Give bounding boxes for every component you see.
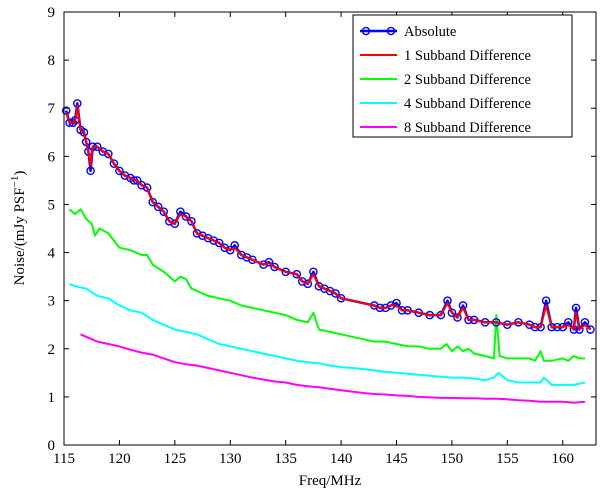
legend-marker-absolute	[361, 26, 371, 36]
series-point-absolute	[270, 262, 279, 272]
x-tick-label: 145	[385, 451, 408, 467]
x-tick-label: 130	[219, 451, 242, 467]
y-axis-title: Noise/(mJy PSF−1)	[9, 171, 28, 286]
series-point-absolute	[248, 255, 257, 265]
legend-label-1-subband-difference: 1 Subband Difference	[404, 48, 531, 64]
x-tick-label: 160	[552, 451, 575, 467]
y-tick-label: 6	[48, 149, 56, 165]
series-line-8-subband-difference	[80, 333, 585, 404]
series-point-absolute	[109, 159, 119, 168]
series-point-absolute	[264, 257, 274, 267]
y-tick-label: 7	[48, 101, 56, 117]
legend-label-2-subband-difference: 2 Subband Difference	[404, 72, 531, 88]
y-tick-label: 0	[48, 438, 56, 454]
y-tick-label: 1	[48, 390, 56, 406]
y-tick-label: 3	[48, 294, 56, 310]
legend-label-8-subband-difference: 8 Subband Difference	[404, 120, 531, 136]
plot-frame	[63, 11, 597, 446]
x-tick-label: 120	[108, 451, 131, 467]
x-tick-label: 155	[496, 451, 519, 467]
series-point-absolute	[214, 238, 224, 248]
y-axis-title-superscript: −1	[9, 176, 21, 188]
series-point-absolute	[159, 207, 169, 216]
x-tick-label: 140	[330, 451, 353, 467]
series-point-absolute	[115, 166, 124, 176]
y-axis-title-close: )	[12, 171, 28, 176]
series-point-absolute	[153, 202, 163, 212]
series-point-absolute	[303, 279, 313, 289]
series-point-absolute	[571, 303, 581, 313]
legend-label-4-subband-difference: 4 Subband Difference	[404, 96, 531, 112]
legend-marker-absolute	[386, 26, 396, 36]
x-axis-title: Freq/MHz	[299, 473, 362, 489]
y-tick-label: 8	[48, 53, 56, 69]
series-point-absolute	[170, 219, 180, 228]
series-point-absolute	[104, 149, 113, 159]
x-tick-label: 125	[164, 451, 187, 467]
y-tick-label: 5	[48, 197, 56, 213]
x-tick-label: 115	[53, 451, 75, 467]
series-point-absolute	[331, 289, 340, 298]
series-point-absolute	[86, 166, 95, 176]
series-point-absolute	[447, 308, 457, 317]
y-tick-label: 2	[48, 342, 56, 358]
legend-box	[352, 14, 573, 138]
series-point-absolute	[453, 313, 462, 322]
y-tick-label: 9	[48, 5, 56, 21]
series-layer	[61, 99, 595, 404]
y-axis-title-main: Noise/(mJy PSF	[12, 187, 28, 285]
legend-label-absolute: Absolute	[404, 24, 456, 40]
legend: Absolute 1 Subband Difference 2 Subband Di…	[352, 14, 573, 138]
series-line-1-subband-difference	[65, 104, 592, 331]
series-point-absolute	[586, 325, 595, 334]
axes-layer	[63, 11, 597, 446]
series-point-absolute	[225, 245, 235, 255]
series-point-absolute	[181, 212, 191, 221]
x-tick-label: 150	[441, 451, 464, 467]
series-line-2-subband-difference	[68, 208, 585, 362]
series-point-absolute	[148, 197, 157, 207]
y-axis-ticks: 0 1 2 3 4 5 6 7 8 9	[48, 5, 596, 454]
x-tick-label: 135	[274, 451, 297, 467]
series-point-absolute	[541, 296, 551, 305]
series-point-absolute	[187, 216, 196, 226]
y-tick-label: 4	[48, 246, 56, 262]
series-line-4-subband-difference	[69, 282, 586, 386]
series-point-absolute	[142, 183, 152, 192]
x-axis-ticks: 115 120 125 130 135 140 145 150 155 160	[53, 12, 574, 467]
